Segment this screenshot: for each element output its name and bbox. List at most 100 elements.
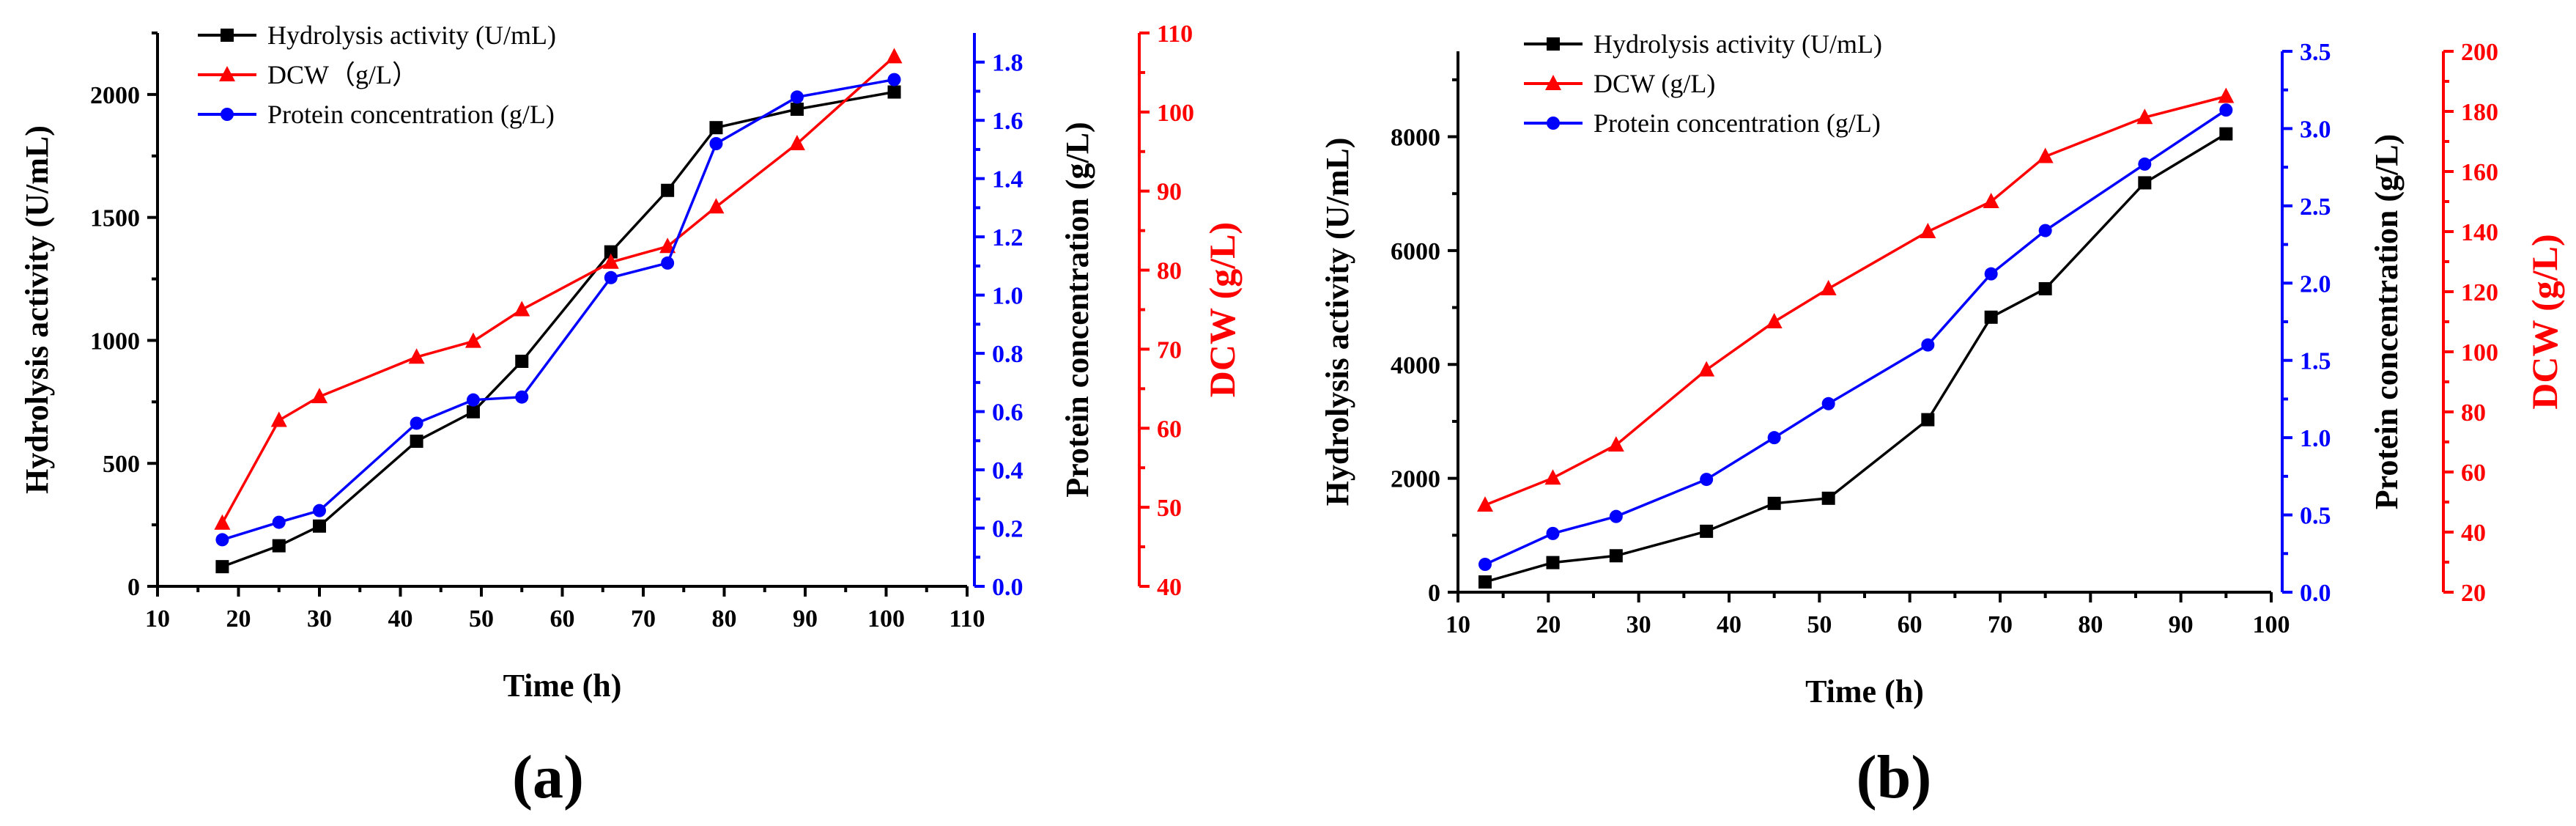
p1-data-point-circle [2219, 103, 2233, 117]
p1-y-red-tick-label: 100 [2461, 339, 2498, 366]
p1-y-blue-tick-label: 2.5 [2300, 193, 2331, 221]
p0-data-point-triangle [514, 300, 530, 317]
p1-y-left-tick-label: 8000 [1391, 125, 1440, 152]
p1-series-line-triangle [1484, 95, 2227, 506]
p0-data-point-square [313, 519, 326, 533]
p1-y-blue-tick-label: 3.5 [2300, 39, 2331, 66]
p0-x-tick-label: 60 [550, 605, 575, 633]
p1-data-point-triangle [1920, 223, 1936, 238]
p0-data-point-square [466, 405, 480, 418]
p1-y-blue-tick-label: 0.5 [2300, 503, 2331, 530]
p1-data-point-square [1609, 549, 1623, 563]
p0-series-line-square [221, 90, 895, 568]
p1-data-point-square [1984, 310, 1998, 324]
p1-y-red-tick-label: 40 [2461, 520, 2486, 547]
p1-legend-label: Hydrolysis activity (U/mL) [1594, 29, 1882, 59]
p1-legend-marker-square [1547, 37, 1560, 51]
p1-x-tick-label: 10 [1446, 611, 1470, 638]
p1-data-point-triangle [2218, 87, 2235, 103]
p0-legend-label: Hydrolysis activity (U/mL) [267, 21, 556, 50]
p0-x-tick-label: 90 [793, 605, 818, 633]
p1-x-tick-label: 20 [1536, 611, 1561, 638]
p1-y-red-axis-title: DCW (g/L) [2524, 234, 2565, 409]
p0-x-axis-title: Time (h) [503, 668, 622, 704]
p0-data-point-triangle [214, 514, 231, 530]
p0-y-blue-tick-label: 1.4 [992, 166, 1024, 193]
p0-y-red-tick-label: 110 [1157, 21, 1193, 48]
p0-data-point-triangle [886, 48, 903, 64]
p0-data-point-triangle [788, 135, 805, 150]
p0-data-point-triangle [602, 253, 619, 269]
p1-data-point-triangle [1607, 436, 1624, 452]
p0-data-point-circle [790, 90, 804, 104]
p1-y-blue-tick-label: 1.0 [2300, 425, 2331, 452]
p1-legend-label: Protein concentration (g/L) [1594, 108, 1881, 138]
panel-label-a: (a) [512, 743, 584, 811]
p0-y-left-tick-label: 0 [127, 574, 140, 601]
p1-x-tick-label: 60 [1898, 611, 1922, 638]
p1-x-tick-label: 30 [1626, 611, 1651, 638]
p1-data-point-circle [1984, 267, 1998, 281]
p1-y-red-tick-label: 140 [2461, 219, 2498, 246]
p1-x-tick-label: 90 [2169, 611, 2194, 638]
p1-data-point-square [1478, 575, 1492, 589]
p0-y-red-tick-label: 100 [1157, 100, 1194, 127]
p1-y-red-tick-label: 160 [2461, 159, 2498, 186]
p1-x-tick-label: 40 [1717, 611, 1742, 638]
p0-y-blue-tick-label: 1.2 [992, 224, 1024, 251]
p1-x-axis-title: Time (h) [1805, 674, 1924, 709]
p0-legend-label: Protein concentration (g/L) [267, 100, 555, 129]
p0-y-red-tick-label: 40 [1157, 574, 1182, 601]
panel-label-b: (b) [1857, 743, 1932, 811]
p1-y-red-tick-label: 180 [2461, 99, 2498, 126]
p0-data-point-circle [887, 73, 901, 86]
p0-data-point-circle [466, 393, 480, 407]
p1-data-point-circle [1821, 397, 1835, 410]
p0-y-blue-axis-title: Protein concentration (g/L) [1059, 122, 1095, 497]
p1-series-line-circle [1484, 108, 2227, 566]
p0-data-point-circle [410, 416, 423, 430]
p0-y-red-tick-label: 70 [1157, 336, 1182, 364]
p1-y-left-tick-label: 2000 [1391, 466, 1440, 493]
p0-legend-marker-square [221, 29, 234, 42]
p1-data-point-triangle [1698, 361, 1715, 377]
p0-y-left-tick-label: 2000 [90, 82, 140, 109]
p0-legend-marker-triangle [219, 66, 235, 81]
p0-data-point-circle [313, 504, 326, 517]
p0-data-point-square [661, 183, 675, 197]
p1-legend-marker-circle [1547, 117, 1560, 130]
p0-data-point-circle [661, 256, 675, 270]
p0-data-point-circle [604, 270, 618, 284]
p1-data-point-circle [1700, 473, 1714, 487]
p0-data-point-circle [215, 533, 229, 547]
p0-data-point-triangle [311, 388, 327, 404]
p0-x-tick-label: 20 [226, 605, 251, 633]
p0-data-point-circle [272, 515, 286, 529]
p0-data-point-triangle [465, 332, 481, 348]
p0-data-point-triangle [408, 348, 425, 364]
p0-y-red-tick-label: 50 [1157, 495, 1182, 522]
p1-data-point-circle [1478, 558, 1492, 572]
p1-data-point-circle [2038, 224, 2052, 237]
p0-data-point-square [410, 435, 423, 449]
p0-x-tick-label: 40 [388, 605, 413, 633]
p1-data-point-square [1546, 556, 1560, 569]
p1-y-blue-tick-label: 2.0 [2300, 270, 2331, 298]
p1-data-point-square [1821, 491, 1835, 505]
p1-data-point-triangle [1766, 313, 1783, 328]
p0-data-point-triangle [270, 411, 287, 427]
p1-data-point-triangle [1544, 469, 1561, 485]
p1-y-blue-tick-label: 3.0 [2300, 116, 2331, 143]
p1-y-left-tick-label: 6000 [1391, 238, 1440, 265]
p0-x-tick-label: 30 [307, 605, 332, 633]
p1-y-red-tick-label: 80 [2461, 399, 2486, 427]
p0-data-point-square [709, 121, 723, 135]
p0-data-point-square [215, 560, 229, 574]
p1-y-left-axis-title: Hydrolysis activity (U/mL) [1320, 138, 1355, 506]
p1-data-point-square [1767, 496, 1781, 510]
p1-y-blue-tick-label: 1.5 [2300, 348, 2331, 375]
p1-data-point-square [2138, 176, 2152, 190]
p0-data-point-square [604, 245, 618, 259]
p0-y-blue-tick-label: 1.0 [992, 283, 1024, 310]
